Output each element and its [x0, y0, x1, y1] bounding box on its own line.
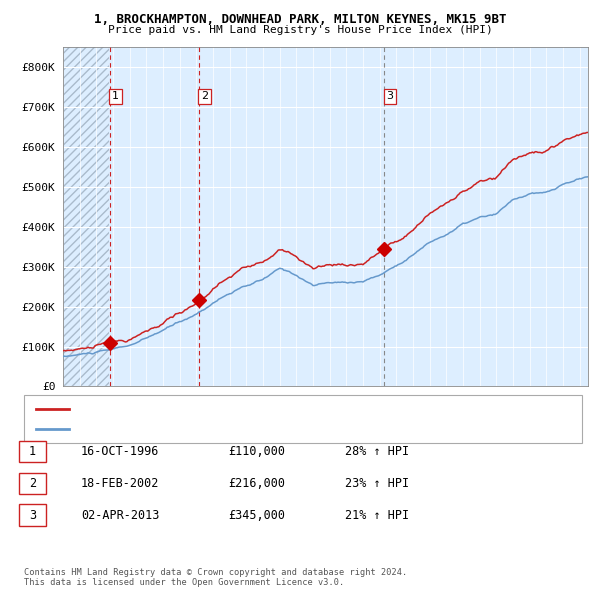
Text: HPI: Average price, detached house, Milton Keynes: HPI: Average price, detached house, Milt…: [75, 424, 369, 434]
Text: 1, BROCKHAMPTON, DOWNHEAD PARK, MILTON KEYNES, MK15 9BT: 1, BROCKHAMPTON, DOWNHEAD PARK, MILTON K…: [94, 13, 506, 26]
Text: 1: 1: [29, 445, 36, 458]
Text: 1, BROCKHAMPTON, DOWNHEAD PARK, MILTON KEYNES, MK15 9BT (detached house): 1, BROCKHAMPTON, DOWNHEAD PARK, MILTON K…: [75, 404, 507, 414]
Text: 1: 1: [112, 91, 119, 101]
Text: 2: 2: [29, 477, 36, 490]
Text: 23% ↑ HPI: 23% ↑ HPI: [345, 477, 409, 490]
Text: 3: 3: [29, 509, 36, 522]
Text: Contains HM Land Registry data © Crown copyright and database right 2024.
This d: Contains HM Land Registry data © Crown c…: [24, 568, 407, 587]
Text: £110,000: £110,000: [228, 445, 285, 458]
Text: Price paid vs. HM Land Registry's House Price Index (HPI): Price paid vs. HM Land Registry's House …: [107, 25, 493, 35]
Text: 16-OCT-1996: 16-OCT-1996: [81, 445, 160, 458]
Text: 21% ↑ HPI: 21% ↑ HPI: [345, 509, 409, 522]
Text: 02-APR-2013: 02-APR-2013: [81, 509, 160, 522]
Bar: [63, 47, 109, 386]
Text: 2: 2: [201, 91, 208, 101]
Text: £345,000: £345,000: [228, 509, 285, 522]
Text: 18-FEB-2002: 18-FEB-2002: [81, 477, 160, 490]
Text: 28% ↑ HPI: 28% ↑ HPI: [345, 445, 409, 458]
Text: £216,000: £216,000: [228, 477, 285, 490]
Text: 3: 3: [386, 91, 394, 101]
